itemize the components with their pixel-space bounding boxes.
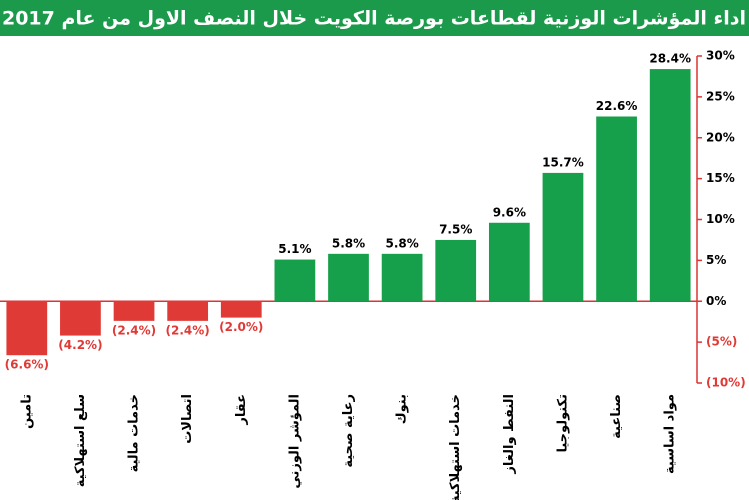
value-label: 5.8% — [385, 236, 418, 250]
x-tick-label: خدمات استهلاكية — [448, 394, 463, 500]
x-tick-label: تكنولوجيا — [555, 394, 570, 453]
x-tick-label: النفط والغاز — [502, 394, 517, 475]
bar — [167, 301, 209, 321]
bar — [542, 172, 584, 302]
bar — [113, 301, 155, 321]
x-tick-label: صناعية — [609, 394, 624, 439]
title-bar — [0, 0, 749, 36]
value-label: 28.4% — [649, 52, 691, 66]
y-tick-label: 25% — [706, 89, 735, 103]
x-tick-label: بنوك — [395, 394, 410, 424]
y-tick-label: 20% — [706, 130, 735, 144]
x-tick-label: اتصالات — [180, 394, 195, 444]
bar — [488, 222, 530, 302]
x-tick-label: مواد اساسية — [663, 394, 678, 474]
bar — [220, 301, 262, 318]
bar — [274, 259, 316, 302]
y-tick-label: 0% — [706, 294, 726, 308]
chart-title: اداء المؤشرات الوزنية لقطاعات بورصة الكو… — [2, 8, 746, 30]
bar — [6, 301, 48, 356]
x-tick-label: تامين — [19, 394, 34, 429]
y-tick-label: 30% — [706, 49, 735, 63]
x-tick-label: عقار — [234, 394, 249, 426]
bar — [649, 69, 691, 302]
value-label: 9.6% — [493, 205, 526, 219]
value-label: (2.4%) — [166, 323, 210, 337]
y-tick-label: 10% — [706, 212, 735, 226]
value-label: 15.7% — [542, 155, 584, 169]
x-tick-label: سلع استهلاكية — [73, 394, 88, 487]
value-label: (2.4%) — [112, 323, 156, 337]
bar — [596, 116, 637, 302]
x-tick-label: خدمات مالية — [127, 394, 142, 472]
value-label: 5.1% — [278, 242, 311, 256]
value-label: (4.2%) — [58, 338, 102, 352]
value-label: (6.6%) — [5, 358, 49, 372]
x-tick-label: المؤشر الوزني — [287, 394, 302, 489]
y-tick-label: 15% — [706, 171, 735, 185]
value-label: (2.0%) — [219, 320, 263, 334]
bar — [381, 253, 423, 302]
bar — [435, 239, 477, 302]
y-tick-label: (10%) — [706, 376, 746, 390]
value-label: 22.6% — [596, 99, 638, 113]
y-tick-label: 5% — [706, 253, 726, 267]
x-tick-label: رعاية صحية — [341, 394, 356, 468]
value-label: 5.8% — [332, 236, 365, 250]
value-label: 7.5% — [439, 222, 472, 236]
bar — [60, 301, 101, 336]
y-tick-label: (5%) — [706, 335, 737, 349]
bar — [328, 253, 369, 302]
